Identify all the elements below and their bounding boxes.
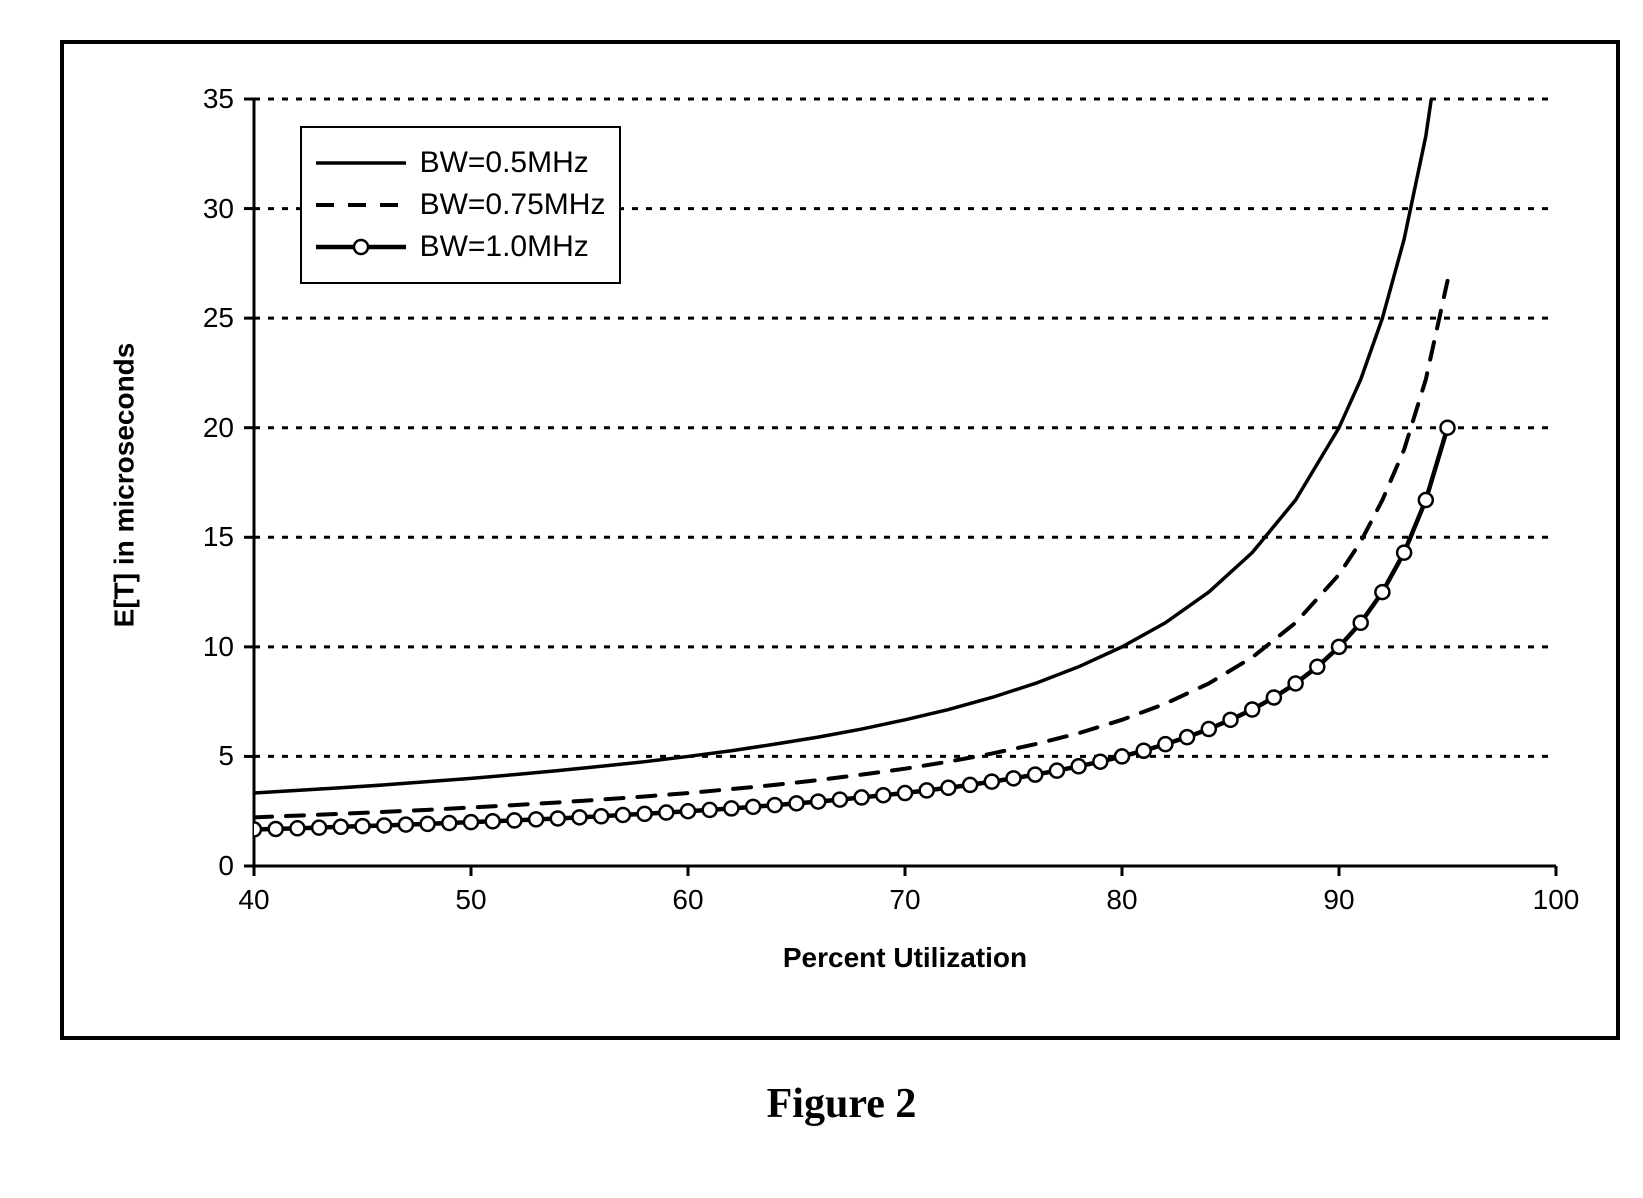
y-tick-label: 25 (203, 302, 234, 334)
x-tick-label: 70 (889, 884, 920, 916)
legend-item: BW=0.75MHz (316, 188, 606, 222)
figure-container: BW=0.5MHz BW=0.75MHz BW=1.0MHz Percent Uti… (20, 20, 1643, 1178)
y-tick-label: 10 (203, 631, 234, 663)
x-tick-label: 90 (1323, 884, 1354, 916)
legend-swatch (316, 235, 406, 259)
y-tick-label: 30 (203, 193, 234, 225)
y-tick-label: 20 (203, 412, 234, 444)
legend-box: BW=0.5MHz BW=0.75MHz BW=1.0MHz (300, 126, 622, 284)
figure-caption: Figure 2 (20, 1080, 1643, 1128)
x-tick-label: 40 (238, 884, 269, 916)
x-tick-label: 50 (455, 884, 486, 916)
legend-item: BW=0.5MHz (316, 146, 606, 180)
x-axis-label: Percent Utilization (254, 942, 1556, 974)
x-tick-label: 100 (1533, 884, 1580, 916)
legend-label: BW=1.0MHz (420, 230, 589, 264)
y-tick-label: 15 (203, 521, 234, 553)
legend-swatch (316, 193, 406, 217)
x-tick-label: 60 (672, 884, 703, 916)
x-tick-label: 80 (1106, 884, 1137, 916)
y-tick-label: 0 (218, 850, 234, 882)
legend-label: BW=0.75MHz (420, 188, 606, 222)
legend-item: BW=1.0MHz (316, 230, 606, 264)
legend-label: BW=0.5MHz (420, 146, 589, 180)
y-axis-label: E[T] in microseconds (108, 101, 140, 868)
y-tick-label: 5 (218, 740, 234, 772)
y-tick-label: 35 (203, 83, 234, 115)
legend-swatch (316, 151, 406, 175)
chart-svg (64, 44, 1616, 1036)
chart-frame: BW=0.5MHz BW=0.75MHz BW=1.0MHz Percent Uti… (60, 40, 1620, 1040)
